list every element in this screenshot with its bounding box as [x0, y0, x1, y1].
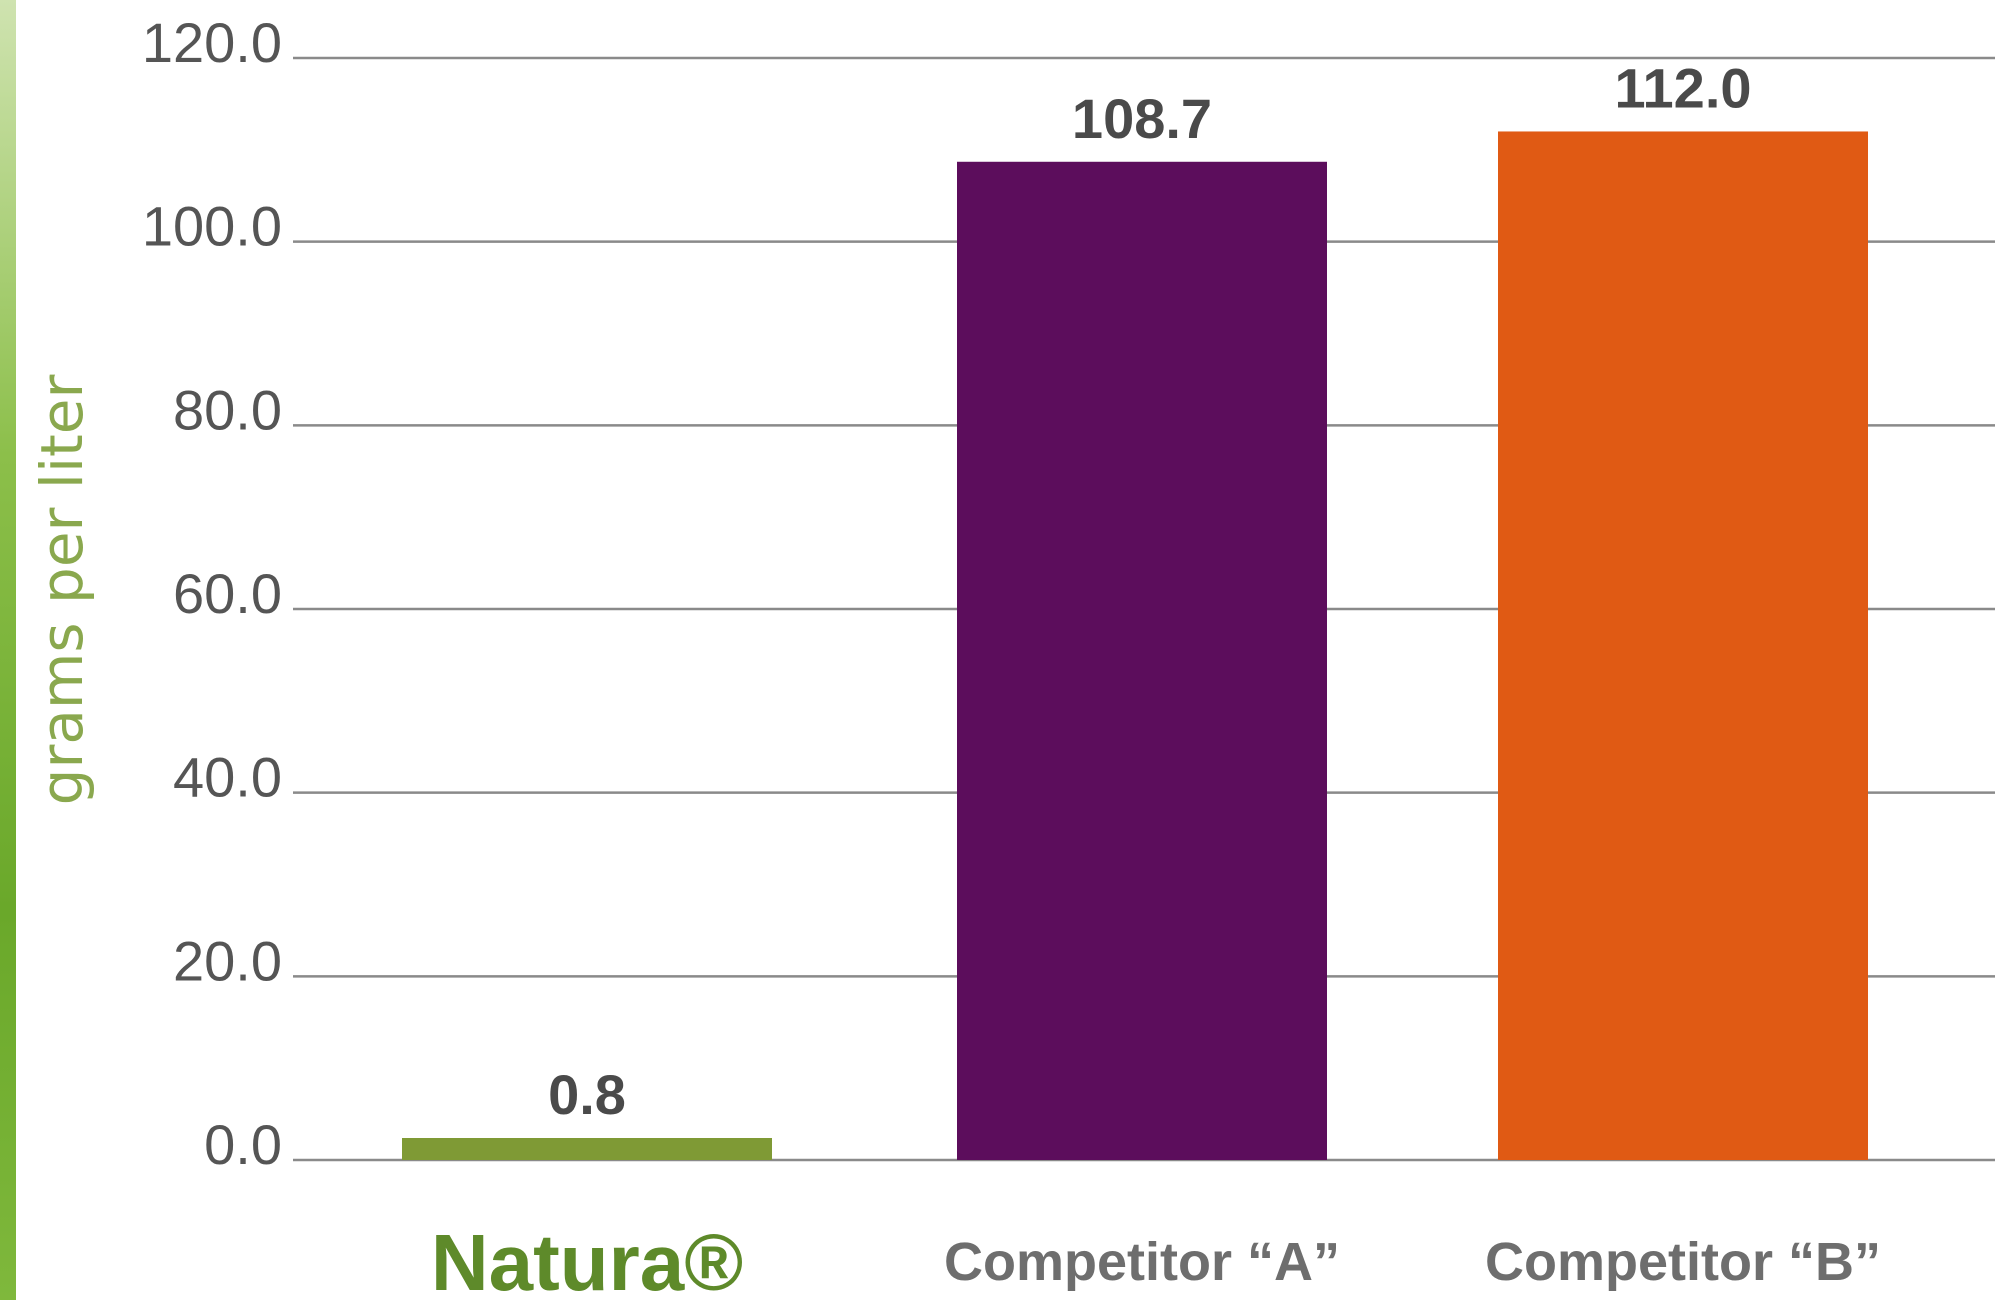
bar [957, 161, 1327, 1160]
y-axis-label: grams per liter [28, 375, 96, 806]
y-tick-label: 40.0 [173, 746, 282, 809]
data-labels: 0.8 108.7 112.0 [548, 56, 1751, 1126]
y-tick-label: 100.0 [142, 195, 282, 258]
bars [402, 131, 1868, 1160]
bar-value-label: 108.7 [1072, 87, 1212, 150]
decorative-green-strip [0, 0, 16, 1300]
y-tick-label: 20.0 [173, 929, 282, 992]
category-label: Competitor “A” [944, 1232, 1340, 1292]
y-tick-labels: 0.0 20.0 40.0 60.0 80.0 100.0 120.0 [142, 11, 282, 1176]
y-tick-label: 120.0 [142, 11, 282, 74]
category-labels: Natura® Competitor “A” Competitor “B” [431, 1218, 1881, 1300]
bar [402, 1138, 772, 1160]
y-tick-label: 60.0 [173, 562, 282, 625]
category-label: Competitor “B” [1485, 1232, 1881, 1292]
y-tick-label: 0.0 [204, 1113, 282, 1176]
category-label-brand: Natura® [431, 1218, 743, 1300]
bar [1498, 131, 1868, 1160]
y-tick-label: 80.0 [173, 378, 282, 441]
bar-value-label: 112.0 [1614, 56, 1751, 119]
bar-value-label: 0.8 [548, 1063, 626, 1126]
